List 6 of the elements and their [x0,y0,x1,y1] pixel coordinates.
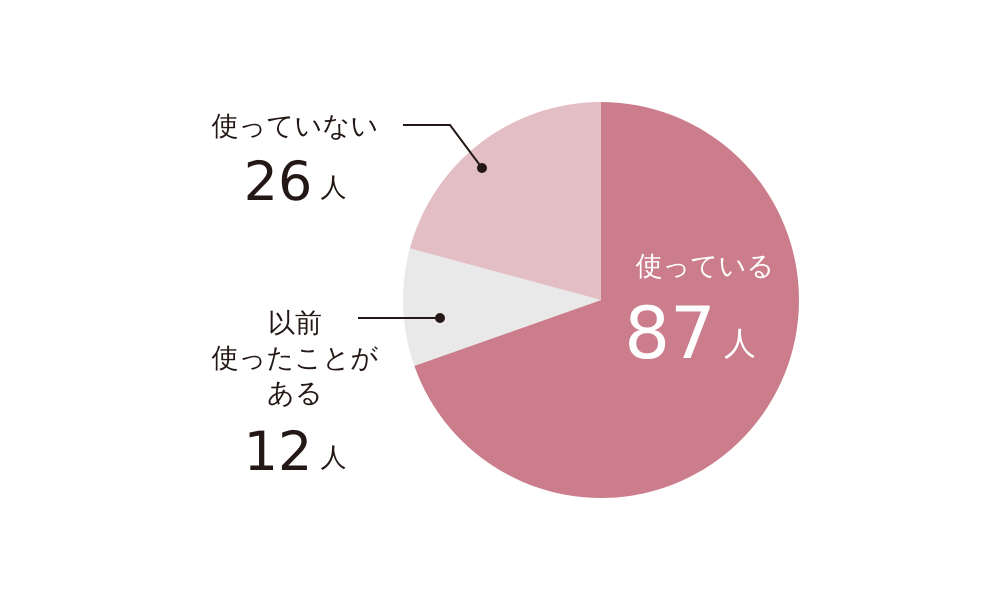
pie-slice [410,102,601,300]
slice-label: 使っている [636,251,774,282]
slice-label: 使っていない [212,111,378,142]
pie-slice [414,102,799,498]
slice-label: 以前使ったことがある [212,308,378,410]
pie-slice [403,248,601,366]
